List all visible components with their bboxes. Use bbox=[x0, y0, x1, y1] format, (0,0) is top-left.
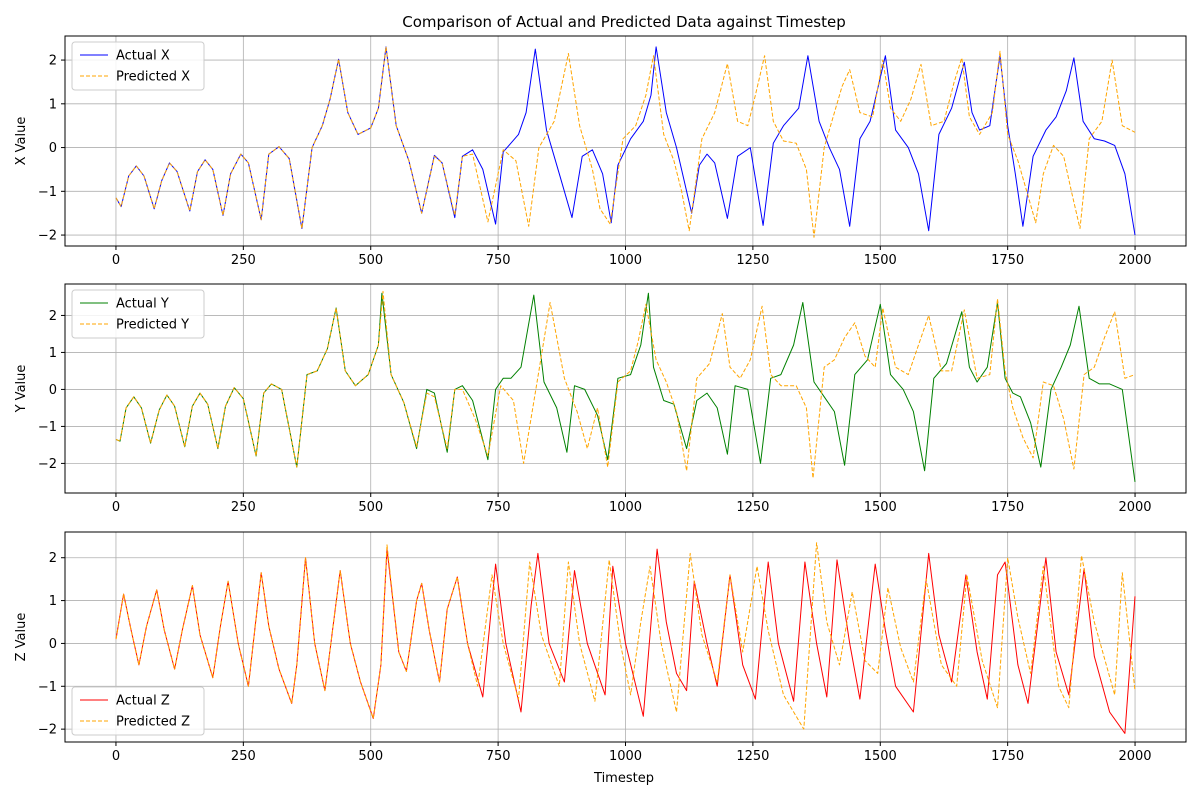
x-tick-label: 1250 bbox=[736, 253, 769, 268]
series-group bbox=[115, 290, 1136, 482]
legend-frame bbox=[71, 686, 205, 736]
x-tick-label: 750 bbox=[486, 253, 511, 268]
x-tick-label: 2000 bbox=[1118, 253, 1151, 268]
panel-3: 0 250 500 750 1000 1250 1500 1750 2000 −2 −1 0 1 2 Z V… bbox=[14, 531, 1187, 764]
x-tick-label: 1500 bbox=[864, 749, 897, 764]
y-tick-label: −1 bbox=[38, 185, 57, 200]
x-tick-label: 250 bbox=[231, 749, 256, 764]
x-tick-label: 1750 bbox=[991, 253, 1024, 268]
legend: Actual X Predicted X bbox=[71, 41, 205, 91]
chart-title: Comparison of Actual and Predicted Data … bbox=[402, 13, 846, 31]
x-tick-label: 1750 bbox=[991, 500, 1024, 515]
series-line-actual-x bbox=[115, 46, 1136, 236]
y-tick-label: 0 bbox=[49, 637, 57, 652]
series-group bbox=[115, 46, 1136, 238]
x-tick-label: 2000 bbox=[1118, 749, 1151, 764]
legend-frame bbox=[71, 289, 205, 339]
y-axis-label: X Value bbox=[14, 117, 29, 166]
x-tick-label: 1000 bbox=[609, 500, 642, 515]
legend-label: Actual X bbox=[116, 49, 170, 64]
series-line-actual-z bbox=[115, 548, 1136, 734]
y-tick-label: 1 bbox=[49, 346, 57, 361]
legend-label: Actual Y bbox=[116, 297, 169, 312]
x-tick-label: 500 bbox=[358, 749, 383, 764]
legend-label: Predicted Z bbox=[116, 715, 190, 730]
series-group bbox=[115, 542, 1136, 734]
x-tick-label: 0 bbox=[112, 500, 120, 515]
x-tick-label: 750 bbox=[486, 500, 511, 515]
x-tick-label: 500 bbox=[358, 253, 383, 268]
x-axis-label: Timestep bbox=[593, 771, 654, 786]
x-tick-label: 1250 bbox=[736, 500, 769, 515]
x-tick-label: 250 bbox=[231, 253, 256, 268]
legend: Actual Z Predicted Z bbox=[71, 686, 205, 736]
y-tick-label: 1 bbox=[49, 97, 57, 112]
y-tick-label: 0 bbox=[49, 383, 57, 398]
series-line-predicted-x bbox=[115, 46, 1136, 238]
legend-label: Predicted Y bbox=[116, 318, 189, 333]
y-tick-label: 0 bbox=[49, 141, 57, 156]
x-tick-label: 250 bbox=[231, 500, 256, 515]
y-tick-label: 2 bbox=[49, 309, 57, 324]
y-tick-label: −1 bbox=[38, 680, 57, 695]
y-tick-label: −1 bbox=[38, 420, 57, 435]
y-tick-label: −2 bbox=[38, 229, 57, 244]
x-tick-label: 1000 bbox=[609, 253, 642, 268]
x-tick-label: 1500 bbox=[864, 500, 897, 515]
series-line-predicted-z bbox=[115, 542, 1136, 730]
panel-1: 0 250 500 750 1000 1250 1500 1750 2000 −2 −1 0 1 2 X V… bbox=[14, 35, 1187, 268]
legend-label: Predicted X bbox=[116, 70, 190, 85]
y-tick-label: 2 bbox=[49, 54, 57, 69]
y-axis-label: Z Value bbox=[14, 613, 29, 662]
legend-frame bbox=[71, 41, 205, 91]
y-axis-label: Y Value bbox=[14, 365, 29, 414]
y-tick-label: −2 bbox=[38, 457, 57, 472]
y-tick-label: 1 bbox=[49, 594, 57, 609]
legend: Actual Y Predicted Y bbox=[71, 289, 205, 339]
x-tick-label: 0 bbox=[112, 749, 120, 764]
x-tick-label: 2000 bbox=[1118, 500, 1151, 515]
legend-label: Actual Z bbox=[116, 694, 170, 709]
x-tick-label: 750 bbox=[486, 749, 511, 764]
y-tick-label: −2 bbox=[38, 723, 57, 738]
x-tick-label: 500 bbox=[358, 500, 383, 515]
x-tick-label: 0 bbox=[112, 253, 120, 268]
series-line-predicted-y bbox=[115, 290, 1136, 479]
x-tick-label: 1500 bbox=[864, 253, 897, 268]
x-tick-label: 1750 bbox=[991, 749, 1024, 764]
y-tick-label: 2 bbox=[49, 551, 57, 566]
x-tick-label: 1000 bbox=[609, 749, 642, 764]
panel-2: 0 250 500 750 1000 1250 1500 1750 2000 −2 −1 0 1 2 Y V… bbox=[14, 283, 1187, 515]
x-tick-label: 1250 bbox=[736, 749, 769, 764]
